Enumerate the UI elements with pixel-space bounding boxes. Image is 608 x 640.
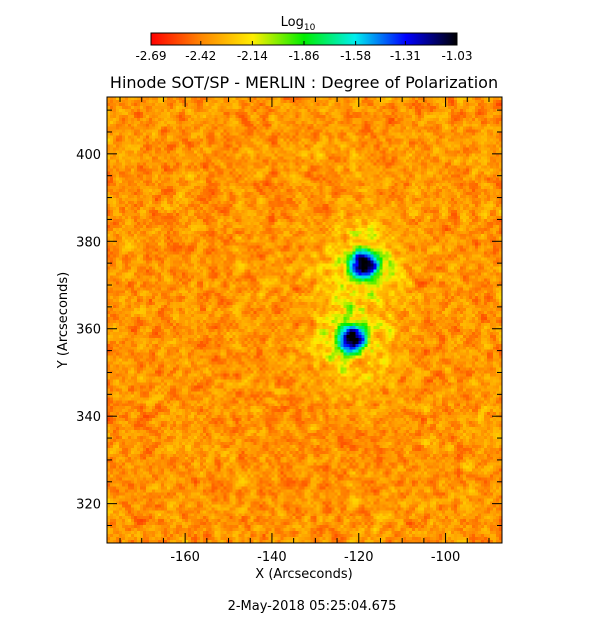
y-tick-label: 380 [76, 235, 101, 250]
x-tick-label: -140 [257, 550, 287, 565]
chart-title: Hinode SOT/SP - MERLIN : Degree of Polar… [110, 73, 498, 92]
x-tick-label: -120 [344, 550, 374, 565]
x-tick-label: -100 [431, 550, 461, 565]
y-tick-label: 340 [76, 410, 101, 425]
colorbar-tick-label: -2.42 [185, 49, 216, 63]
colorbar-tick-label: -1.58 [340, 49, 371, 63]
polarization-heatmap [107, 97, 502, 543]
colorbar-label-sub: 10 [304, 23, 316, 33]
colorbar-tick-label: -1.31 [390, 49, 421, 63]
x-axis-label: X (Arcseconds) [255, 567, 352, 582]
y-axis-label: Y (Arcseconds) [56, 272, 71, 369]
colorbar-ticks: -2.69 -2.42 -2.14 -1.86 -1.58 -1.31 -1.03 [135, 41, 473, 63]
axes: -160 -140 -120 -100 320 340 360 380 400 [76, 97, 502, 565]
colorbar-tick-label: -2.14 [237, 49, 268, 63]
y-tick-label: 320 [76, 498, 101, 513]
colorbar-tick-label: -1.86 [288, 49, 319, 63]
plot-frame [106, 96, 503, 544]
colorbar-tick-label: -2.69 [135, 49, 166, 63]
timestamp: 2-May-2018 05:25:04.675 [228, 599, 397, 614]
colorbar-label: Log10 [281, 15, 316, 33]
y-tick-label: 400 [76, 148, 101, 163]
colorbar-label-base: Log [281, 15, 304, 30]
x-tick-label: -160 [170, 550, 200, 565]
colorbar-tick-label: -1.03 [441, 49, 472, 63]
y-tick-label: 360 [76, 323, 101, 338]
